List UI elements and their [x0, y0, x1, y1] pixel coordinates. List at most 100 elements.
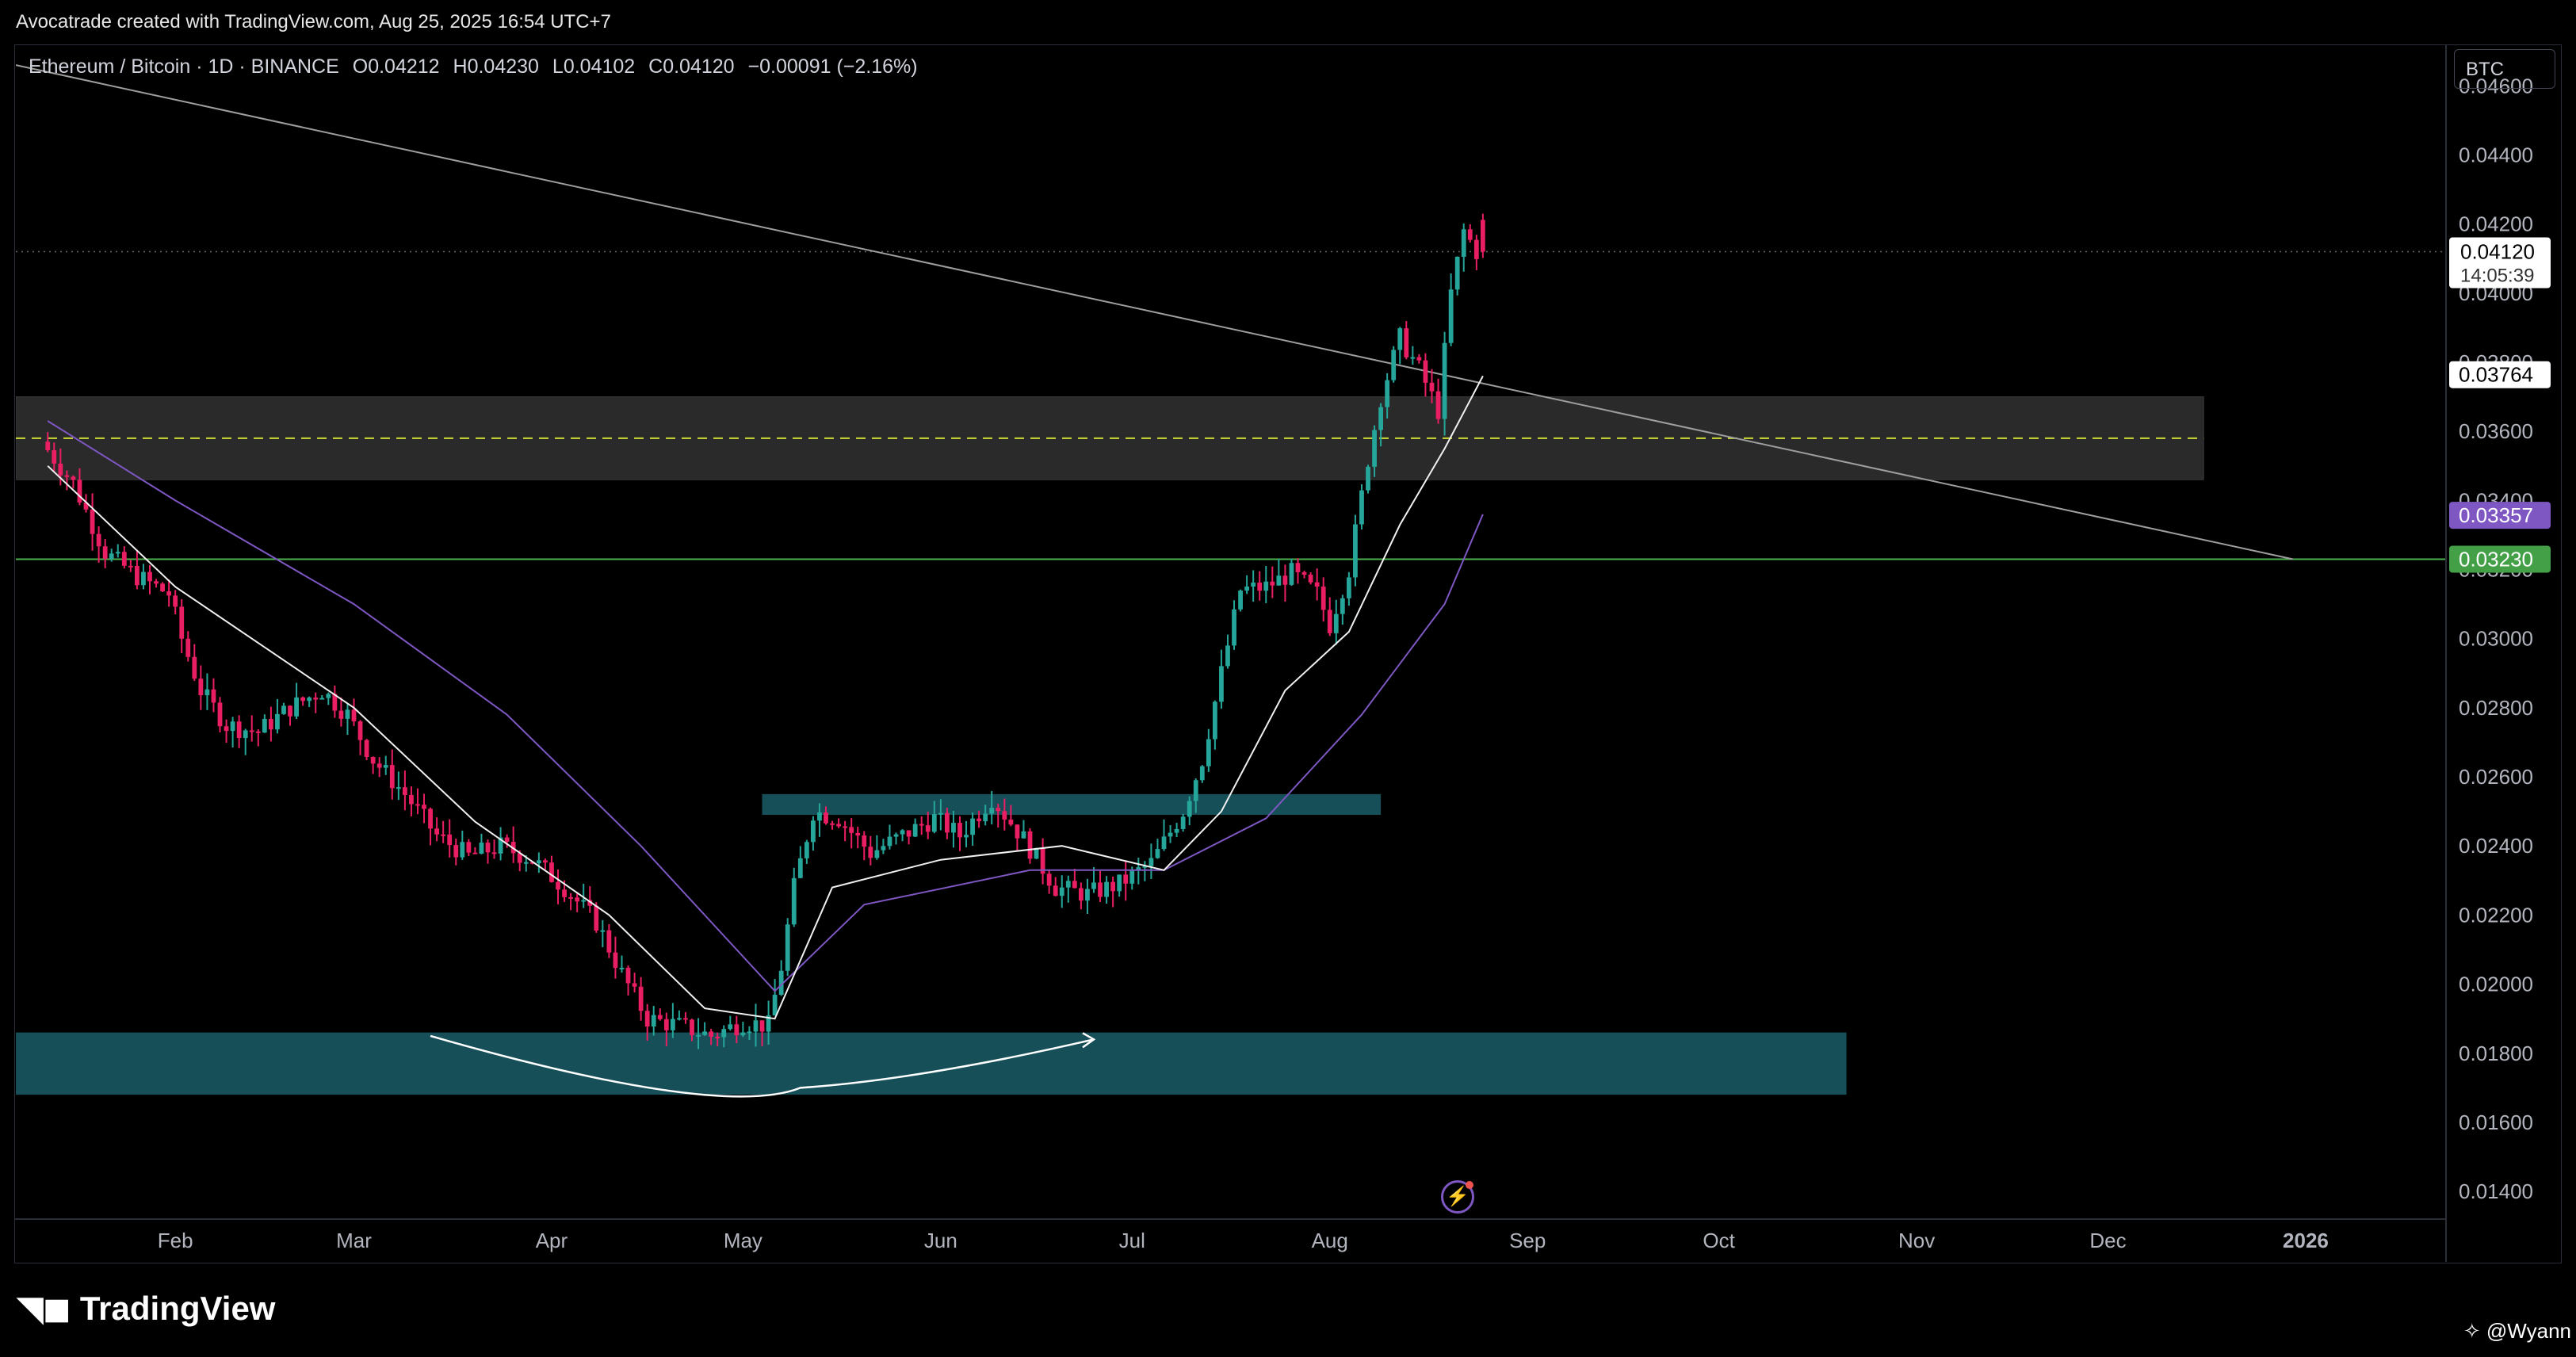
candle-body — [536, 860, 541, 864]
candle-194 — [1282, 564, 1288, 602]
plot-area — [16, 64, 2446, 1098]
candle-body — [128, 565, 133, 568]
candle-123 — [830, 820, 835, 830]
candle-body — [1015, 824, 1020, 839]
candle-39 — [294, 682, 299, 720]
candle-190 — [1257, 571, 1263, 601]
candle-44 — [326, 692, 331, 705]
candle-140 — [938, 799, 943, 831]
candle-body — [1034, 847, 1039, 859]
x-tick-label: Nov — [1898, 1229, 1935, 1252]
candle-2 — [58, 448, 63, 486]
candle-145 — [970, 812, 975, 846]
candle-166 — [1104, 876, 1109, 904]
candle-body — [1251, 582, 1256, 587]
candle-222 — [1461, 223, 1466, 272]
candle-body — [753, 1020, 759, 1032]
candle-161 — [1072, 868, 1077, 889]
x-tick-label: Dec — [2089, 1229, 2126, 1252]
author-icon: ✧ — [2463, 1319, 2486, 1343]
candle-body — [313, 698, 319, 700]
y-tick-label: 0.02200 — [2459, 903, 2533, 927]
candle-body — [1404, 328, 1409, 357]
candle-177 — [1174, 823, 1179, 838]
candle-body — [83, 502, 89, 510]
candle-body — [1238, 591, 1243, 610]
candle-body — [453, 845, 459, 858]
author-name: @Wyann — [2486, 1319, 2571, 1343]
candle-body — [109, 553, 114, 559]
candle-body — [281, 705, 286, 714]
candle-184 — [1219, 649, 1224, 709]
candle-body — [1129, 870, 1135, 884]
candle-body — [370, 757, 376, 764]
candle-body — [268, 718, 273, 730]
candle-body — [307, 698, 312, 701]
candle-168 — [1117, 874, 1122, 897]
candle-body — [523, 862, 529, 864]
candle-12 — [121, 546, 127, 569]
candle-body — [1098, 882, 1103, 897]
candle-body — [1136, 867, 1141, 870]
candle-149 — [996, 803, 1001, 828]
candle-165 — [1098, 870, 1103, 902]
candle-7 — [90, 493, 95, 551]
candle-body — [288, 705, 292, 717]
candle-body — [562, 889, 567, 897]
currency-unit-button[interactable]: BTC — [2454, 49, 2555, 89]
lightning-icon[interactable]: ⚡ — [1441, 1180, 1474, 1214]
ohlc-high: H0.04230 — [453, 55, 539, 78]
candle-body — [1059, 887, 1064, 896]
candle-body — [1461, 229, 1466, 257]
candle-body — [1148, 858, 1154, 866]
candle-17 — [154, 579, 159, 588]
candle-107 — [728, 1015, 733, 1031]
candle-63 — [447, 819, 453, 858]
candle-130 — [874, 835, 880, 860]
candle-86 — [594, 902, 599, 933]
candle-100 — [683, 1011, 688, 1024]
candle-body — [275, 713, 280, 730]
candle-96 — [657, 1008, 663, 1021]
candle-body — [964, 835, 969, 838]
candle-205 — [1353, 514, 1358, 587]
candle-body — [747, 1031, 752, 1034]
candle-80 — [556, 869, 560, 904]
candle-body — [1225, 645, 1230, 667]
candle-29 — [230, 717, 235, 747]
candle-50 — [364, 739, 369, 761]
candle-219 — [1442, 331, 1447, 436]
candle-33 — [255, 729, 261, 747]
candle-52 — [376, 757, 382, 778]
candle-120 — [811, 816, 816, 851]
candle-53 — [383, 755, 388, 775]
y-tick-label: 0.01800 — [2459, 1042, 2533, 1065]
candle-28 — [224, 719, 229, 743]
candle-78 — [543, 858, 548, 870]
candle-30 — [236, 715, 242, 748]
candle-92 — [632, 973, 637, 993]
candle-body — [192, 656, 197, 679]
x-tick-label: Sep — [1509, 1229, 1546, 1252]
candle-body — [422, 805, 426, 809]
candle-109 — [740, 1022, 746, 1038]
candle-146 — [977, 810, 982, 828]
candle-16 — [147, 564, 152, 594]
candle-body — [319, 698, 325, 700]
candle-body — [951, 823, 956, 833]
candle-body — [185, 638, 191, 657]
candle-23 — [192, 644, 197, 682]
candle-207 — [1366, 464, 1370, 494]
candle-body — [1053, 885, 1058, 896]
candle-147 — [983, 805, 988, 826]
candle-body — [849, 827, 854, 833]
countdown-tag: 14:05:39 — [2460, 266, 2534, 287]
symbol-legend[interactable]: Ethereum / Bitcoin · 1D · BINANCE O0.042… — [29, 55, 926, 78]
candle-103 — [702, 1022, 707, 1036]
candle-body — [874, 850, 880, 858]
candle-112 — [759, 1020, 765, 1046]
candle-182 — [1206, 728, 1211, 772]
support-tag: 0.03230 — [2459, 547, 2533, 571]
candle-223 — [1467, 224, 1473, 243]
